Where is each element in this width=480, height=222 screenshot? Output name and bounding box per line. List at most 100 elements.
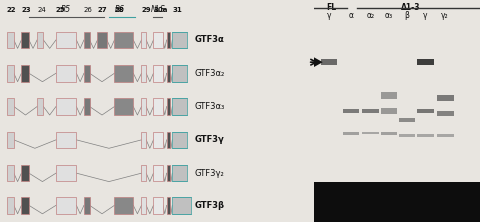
Bar — [167, 165, 170, 182]
Bar — [314, 219, 480, 222]
Bar — [314, 218, 480, 221]
Bar — [437, 111, 454, 116]
Bar — [314, 216, 480, 219]
Bar — [314, 218, 480, 221]
Bar — [314, 218, 480, 221]
Bar — [314, 217, 480, 220]
Bar — [314, 219, 480, 222]
Bar — [314, 216, 480, 220]
Text: 23: 23 — [22, 7, 31, 13]
Bar — [314, 218, 480, 221]
Text: β: β — [405, 11, 409, 20]
Bar — [314, 218, 480, 222]
Text: 22: 22 — [7, 7, 16, 13]
Bar — [314, 218, 480, 222]
Bar — [154, 98, 163, 115]
Bar — [314, 216, 480, 219]
Bar — [314, 217, 480, 220]
Bar — [154, 131, 163, 148]
Bar — [314, 218, 480, 221]
Text: γ: γ — [327, 11, 331, 20]
Polygon shape — [313, 57, 323, 68]
Text: R6: R6 — [114, 5, 124, 14]
Bar — [314, 218, 480, 221]
Bar — [314, 219, 480, 222]
Text: 26: 26 — [84, 7, 93, 13]
Bar — [314, 218, 480, 221]
Bar — [22, 197, 29, 214]
Bar — [314, 218, 480, 222]
Bar — [114, 65, 133, 82]
Bar — [142, 131, 146, 148]
Bar — [22, 32, 29, 48]
Text: GTF3α₂: GTF3α₂ — [195, 69, 225, 78]
Bar — [314, 217, 480, 220]
Bar — [56, 165, 76, 182]
Bar — [314, 217, 480, 220]
Text: α₃: α₃ — [385, 11, 393, 20]
Bar — [314, 219, 480, 222]
Bar — [417, 134, 433, 137]
Bar — [314, 218, 480, 221]
Text: 29: 29 — [142, 7, 151, 13]
Text: GTF3γ₂: GTF3γ₂ — [195, 169, 225, 178]
Bar — [314, 218, 480, 221]
Bar — [142, 165, 146, 182]
Bar — [84, 32, 90, 48]
Bar — [314, 217, 480, 220]
Bar — [314, 219, 480, 222]
Bar — [314, 217, 480, 220]
Bar — [314, 219, 480, 222]
Bar — [314, 218, 480, 221]
Bar — [381, 92, 397, 99]
Bar — [314, 219, 480, 222]
Bar — [37, 32, 43, 48]
Bar — [314, 218, 480, 221]
Bar — [314, 219, 480, 222]
Bar — [314, 217, 480, 220]
Bar — [362, 109, 379, 113]
Text: NLS: NLS — [150, 5, 165, 14]
Bar — [314, 217, 480, 220]
Bar — [154, 32, 163, 48]
Bar — [437, 95, 454, 101]
Bar — [314, 217, 480, 220]
Bar — [314, 217, 480, 220]
Bar — [314, 216, 480, 220]
Bar — [314, 217, 480, 220]
Bar — [7, 165, 14, 182]
Text: 31: 31 — [173, 7, 183, 13]
Bar — [314, 218, 480, 221]
Bar — [343, 132, 359, 135]
Bar — [7, 32, 14, 48]
Bar — [314, 218, 480, 221]
Bar — [314, 217, 480, 220]
Bar — [314, 216, 480, 219]
Bar — [172, 165, 187, 182]
Bar — [167, 65, 170, 82]
Bar — [56, 32, 76, 48]
Bar — [56, 65, 76, 82]
Text: GTF3α₃: GTF3α₃ — [195, 102, 225, 111]
Bar — [314, 217, 480, 220]
Bar — [314, 218, 480, 220]
Bar — [314, 182, 480, 222]
Bar — [97, 32, 107, 48]
Bar — [84, 98, 90, 115]
Bar — [314, 219, 480, 222]
Bar — [321, 59, 337, 65]
Text: γ₂: γ₂ — [442, 11, 449, 20]
Bar — [314, 218, 480, 221]
Bar — [142, 65, 146, 82]
Bar — [314, 217, 480, 220]
Bar — [314, 217, 480, 220]
Bar — [172, 131, 187, 148]
Bar — [167, 98, 170, 115]
Bar — [314, 218, 480, 221]
Text: α₂: α₂ — [367, 11, 375, 20]
Bar — [7, 65, 14, 82]
Bar — [314, 217, 480, 220]
Text: GTF3α: GTF3α — [195, 36, 225, 44]
Bar — [314, 218, 480, 221]
Bar — [314, 219, 480, 222]
